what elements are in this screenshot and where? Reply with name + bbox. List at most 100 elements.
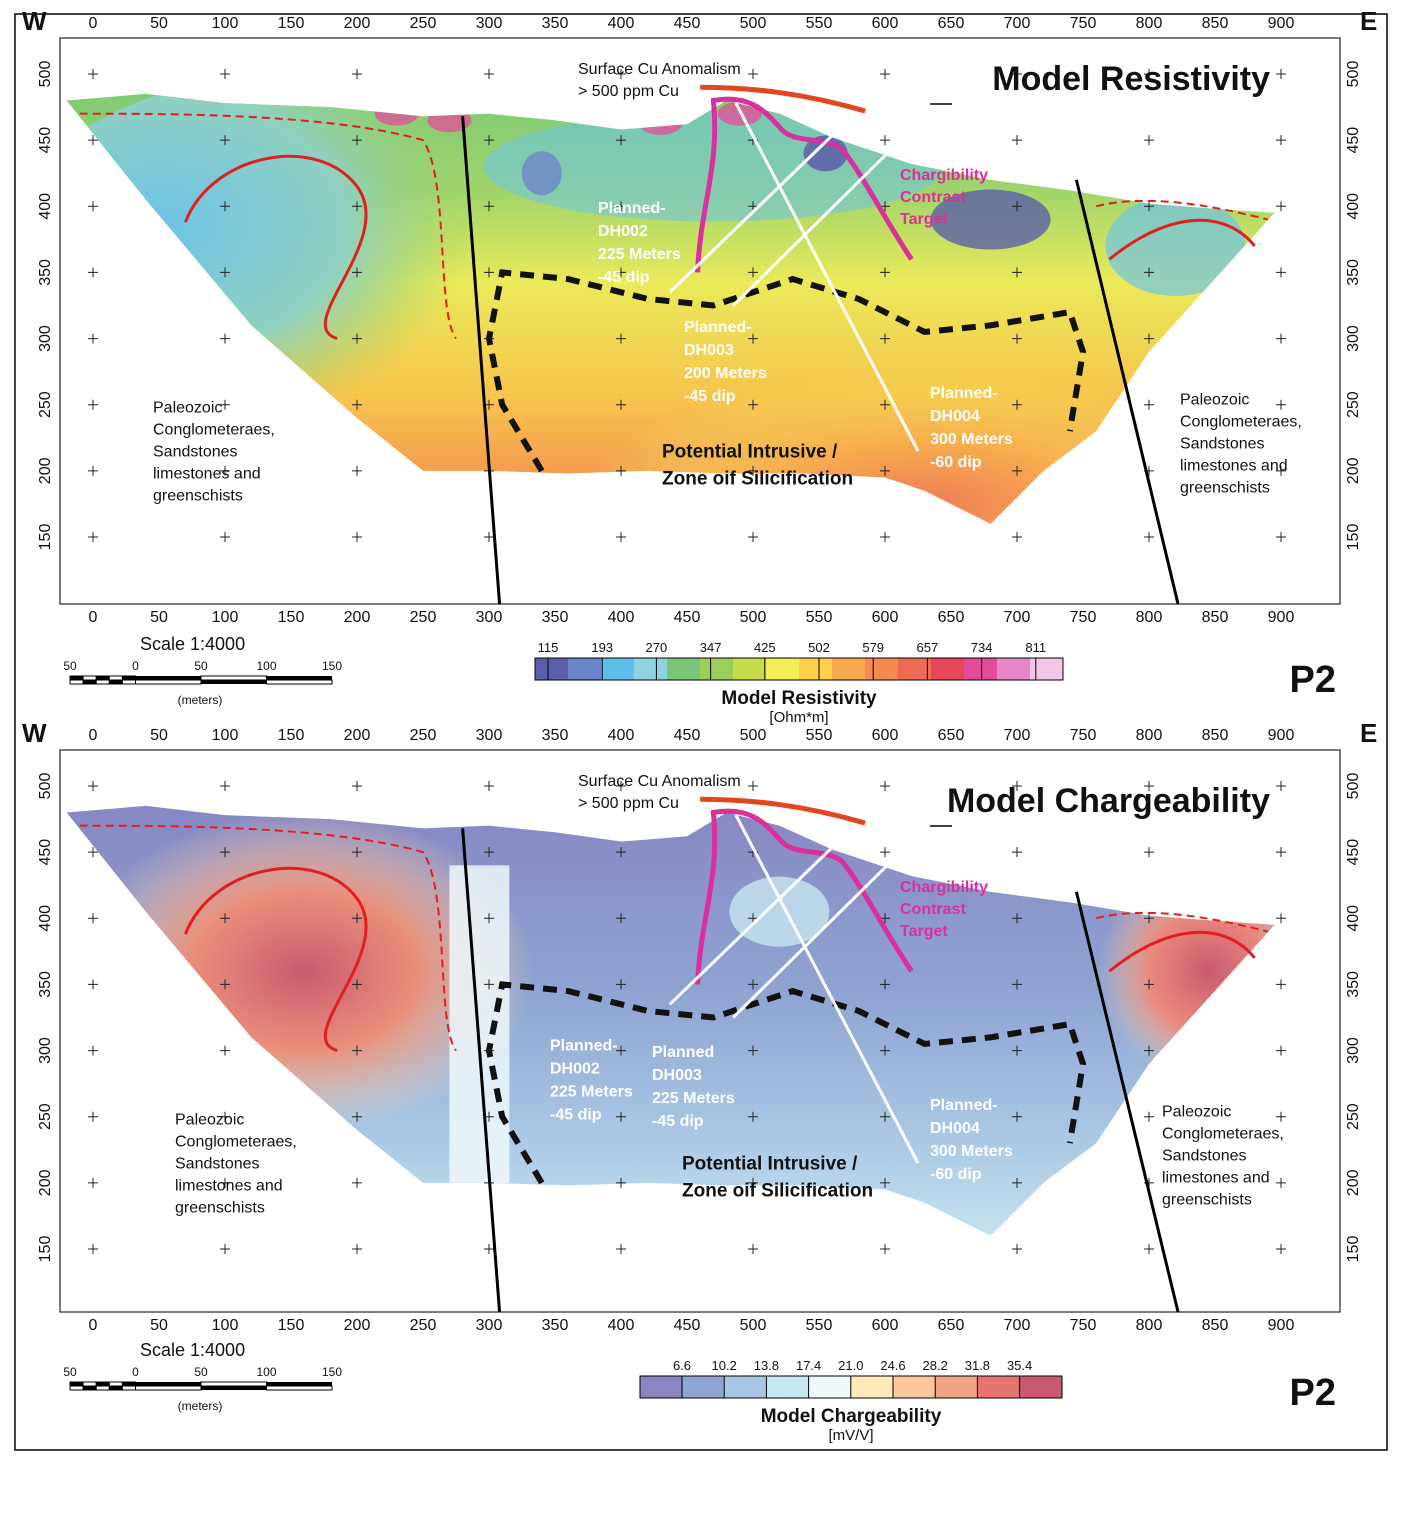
colorbar-swatch [724,1376,768,1398]
y-tick-left: 500 [37,61,54,88]
colorbar-tick-label: 502 [808,640,830,655]
x-tick-bottom: 550 [806,1317,833,1334]
grid-cross [484,135,494,146]
x-tick-bottom: 50 [150,609,168,626]
grid-cross [352,781,362,791]
drillhole-label-dh003: Planned- [684,319,752,336]
x-tick-top: 400 [608,727,635,744]
scale-segment [135,676,201,680]
grid-cross [748,913,758,924]
grid-cross [220,333,230,344]
drillhole-dh004 [734,814,920,1164]
drillhole-label-dh003: 225 Meters [652,1090,735,1107]
grid-cross [352,532,362,542]
contour-red-east-dashed [1095,911,1269,933]
target-label: Chargibility [900,879,988,896]
cu-anomaly-line [700,796,866,826]
contour-red-dashed [79,112,457,340]
scale-tick: 0 [132,1365,139,1379]
drillhole-label-dh002: -45 dip [550,1107,602,1124]
scale-check [108,1385,123,1391]
y-tick-left: 450 [37,127,54,154]
y-tick-left: 450 [37,839,54,866]
colorbar-swatch [535,658,569,680]
grid-cross [1144,267,1154,278]
scale-tick: 50 [63,659,77,673]
grid-cross [1012,267,1022,278]
scale-check [121,1385,137,1391]
grid-cross [616,333,626,344]
scale-check [82,675,97,681]
y-tick-right: 300 [1345,325,1362,352]
scale-check [108,1381,123,1387]
grid-cross [1276,333,1286,344]
x-tick-bottom: 100 [212,1317,239,1334]
colorbar-swatch [808,1376,852,1398]
x-tick-top: 300 [476,15,503,32]
x-tick-top: 450 [674,727,701,744]
grid-cross [352,847,362,858]
grid-cross [1144,69,1154,79]
grid-cross [616,69,626,79]
surface-cu-label: Surface Cu Anomalism [578,61,741,78]
drillhole-label-dh003: Planned [652,1044,714,1061]
colorbar-swatch [640,1376,683,1398]
panel-chargeability: W E 0 0 50 50 100 100 150 150 200 200 250 250 300 300 35… [22,718,1377,1444]
contour-red-dashed [79,824,457,1052]
colorbar-tick-label: 6.6 [673,1358,691,1373]
x-tick-bottom: 450 [674,1317,701,1334]
drillhole-label-dh002: Planned- [598,200,666,217]
colorbar-tick-label: 193 [591,640,613,655]
grid-cross [1276,847,1286,858]
scale-segment [200,1381,267,1387]
grid-cross [748,1177,758,1188]
grid-cross [1144,532,1154,542]
grid-cross [352,135,362,146]
x-tick-top: 0 [89,15,98,32]
scale-check [82,679,97,685]
x-tick-top: 550 [806,727,833,744]
grid-cross [484,69,494,79]
colorbar-tick-label: 425 [754,640,776,655]
fault-east [1074,179,1180,605]
grid-cross [616,267,626,278]
x-tick-bottom: 900 [1268,609,1295,626]
drillhole-label-dh004: 300 Meters [930,431,1013,448]
grid-cross [484,979,494,990]
grid-cross [616,465,626,476]
grid-cross [484,532,494,542]
x-tick-bottom: 800 [1136,609,1163,626]
x-tick-top: 200 [344,727,371,744]
grid-cross [1144,333,1154,344]
colorbar-tick-label: 811 [1025,640,1046,655]
x-tick-top: 700 [1004,15,1031,32]
scale-check [121,1381,137,1387]
rock-label-west: limestones and [153,466,261,483]
grid-cross [880,333,890,344]
target-chargeability-high [729,876,830,947]
x-tick-top: 850 [1202,15,1229,32]
grid-cross [484,781,494,791]
colorbar-tick-label: 10.2 [712,1358,737,1373]
grid-cross [748,465,758,476]
colorbar-tick-label: 24.6 [880,1358,905,1373]
grid-cross [880,399,890,410]
grid-cross [748,399,758,410]
y-tick-right: 450 [1345,839,1362,866]
grid-cross [220,913,230,924]
grid-cross [748,333,758,344]
drillhole-label-dh002: Planned- [550,1038,618,1055]
colorbar-tick-label: 734 [971,640,993,655]
grid-cross [1276,532,1286,542]
x-tick-top: 900 [1268,15,1295,32]
x-tick-top: 50 [150,15,168,32]
x-tick-bottom: 300 [476,609,503,626]
x-tick-bottom: 400 [608,609,635,626]
x-tick-top: 400 [608,15,635,32]
fault-east [1074,891,1180,1313]
grid-cross [880,532,890,542]
grid-cross [1012,333,1022,344]
colorbar-title: Model Resistivity [721,688,877,709]
colorbar-swatch [893,1376,936,1398]
x-tick-top: 350 [542,727,569,744]
